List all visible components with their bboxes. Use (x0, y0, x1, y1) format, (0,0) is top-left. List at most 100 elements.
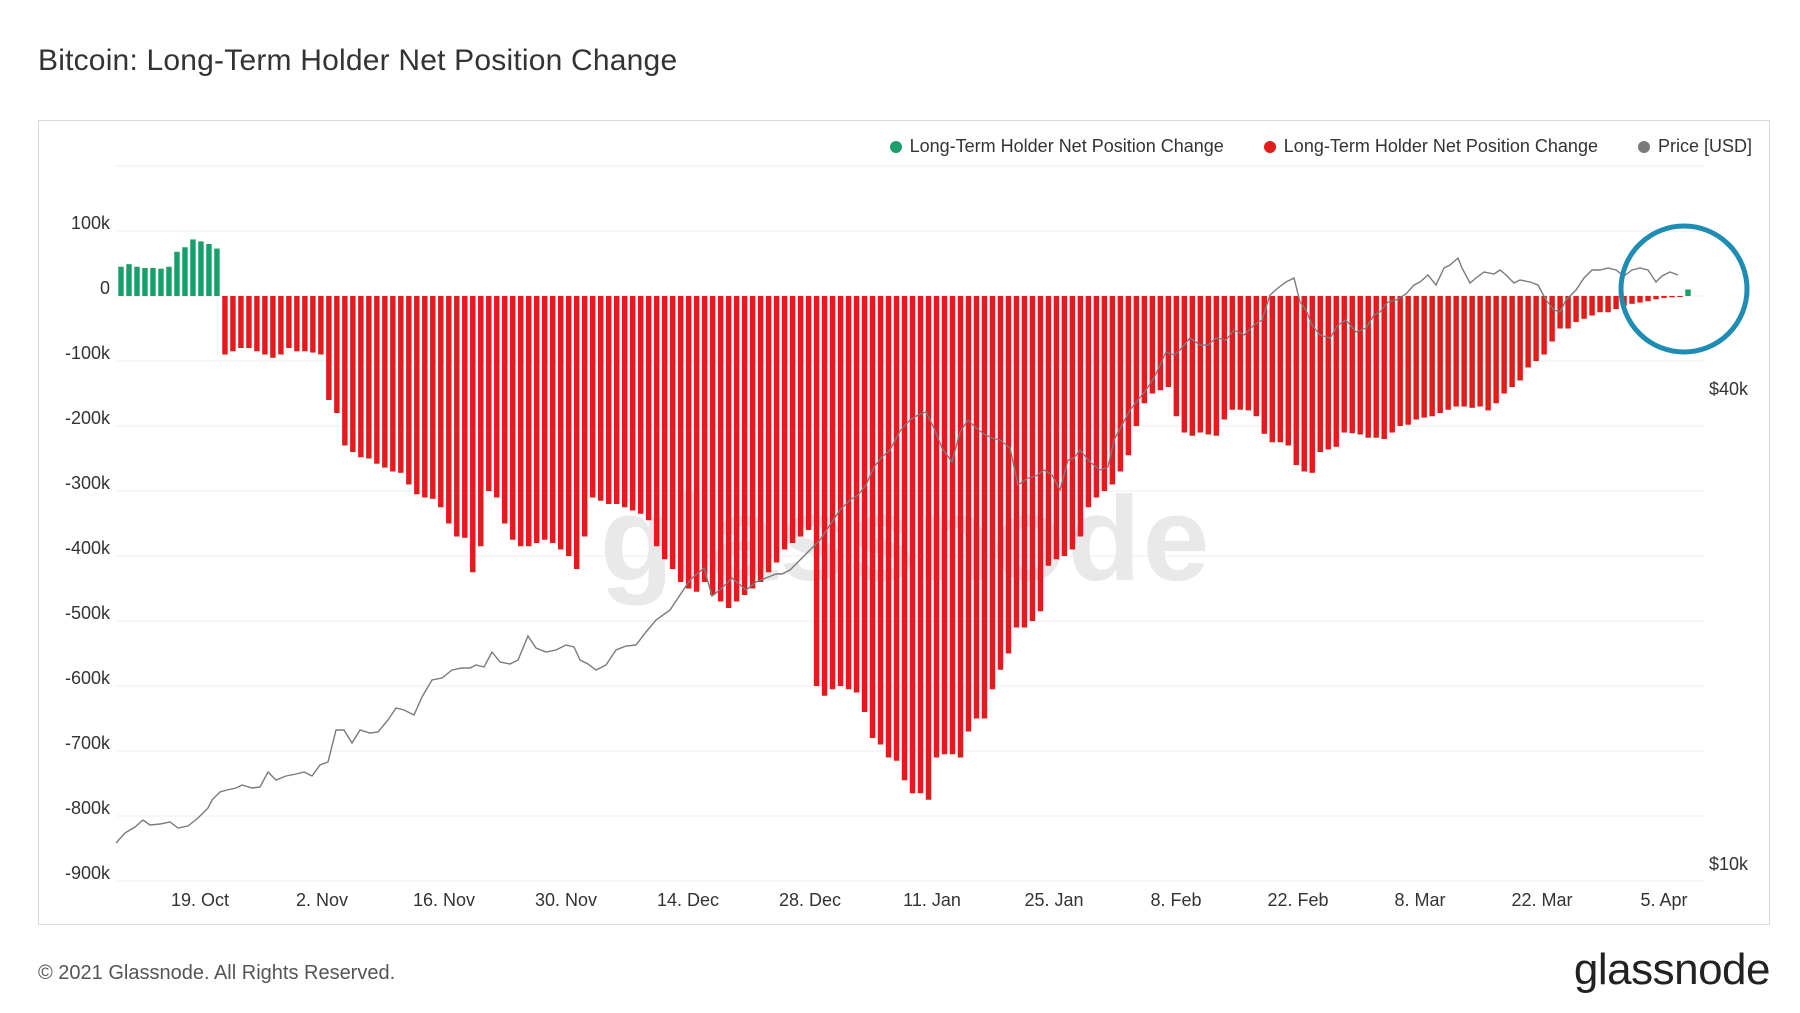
bar (254, 296, 260, 352)
bar (1021, 296, 1028, 628)
bar (989, 296, 996, 690)
bar (1189, 296, 1196, 436)
bar (1501, 296, 1507, 394)
bar (1445, 296, 1451, 410)
bar (414, 296, 420, 495)
bar (933, 296, 940, 758)
bar (749, 296, 756, 589)
bar (1165, 296, 1172, 387)
bar (1341, 296, 1347, 433)
bar (1437, 296, 1443, 413)
bar (1413, 296, 1419, 420)
y-right-tick-label: $40k (1709, 379, 1749, 399)
x-tick-label: 19. Oct (171, 890, 229, 910)
bar (1629, 296, 1635, 304)
bar (789, 296, 796, 543)
bar (853, 296, 860, 693)
y-axis-left: 100k 0 -100k -200k -300k -400k -500k -600k -700k… (65, 213, 111, 883)
bar (605, 296, 612, 504)
bar (398, 296, 404, 473)
brand-logo[interactable]: glassnode (1573, 945, 1771, 994)
bar (1005, 296, 1012, 654)
bar (1525, 296, 1531, 368)
bar (1469, 296, 1475, 408)
bar (1333, 296, 1339, 447)
bar (1277, 296, 1283, 443)
bar (1605, 296, 1611, 313)
bar (174, 251, 180, 296)
bar (717, 296, 724, 602)
x-tick-label: 28. Dec (779, 890, 841, 910)
legend-item-lth-positive[interactable]: Long-Term Holder Net Position Change (889, 136, 1224, 157)
bar (621, 296, 628, 508)
x-tick-label: 2. Nov (296, 890, 348, 910)
bar (238, 296, 244, 348)
bar (1405, 296, 1411, 425)
bar (502, 296, 508, 524)
bar (957, 296, 964, 758)
bar (1261, 296, 1267, 434)
bar (166, 266, 172, 296)
bar (1269, 296, 1275, 443)
bar (1205, 296, 1212, 435)
bar (1685, 289, 1691, 296)
bar (869, 296, 876, 738)
bar (845, 296, 852, 690)
bar (534, 296, 540, 543)
bar (278, 296, 284, 355)
x-tick-label: 8. Mar (1394, 890, 1445, 910)
bar (877, 296, 884, 745)
bar (158, 268, 164, 296)
bar (222, 296, 228, 355)
legend-dot-grey (1637, 140, 1650, 153)
legend-item-lth-negative[interactable]: Long-Term Holder Net Position Change (1263, 136, 1598, 157)
bar (1477, 296, 1483, 407)
bar (406, 296, 412, 485)
bar (358, 296, 364, 458)
bar (997, 296, 1004, 670)
bar (1109, 296, 1116, 485)
legend-dot-green (889, 140, 902, 153)
bar (1293, 296, 1299, 465)
bar (350, 296, 356, 452)
bar (1197, 296, 1204, 433)
y-tick-label: 0 (100, 278, 110, 298)
bar (1213, 296, 1220, 436)
bar (1461, 296, 1467, 407)
y-tick-label: -200k (65, 408, 111, 428)
bar (1565, 296, 1571, 329)
bar (382, 296, 388, 468)
bar (909, 296, 916, 794)
bar (1061, 296, 1068, 556)
bar (342, 296, 348, 446)
bar (821, 296, 828, 696)
bar (510, 296, 516, 540)
copyright-text: © 2021 Glassnode. All Rights Reserved. (38, 962, 396, 984)
bar (1085, 296, 1092, 508)
bar (1141, 296, 1148, 404)
bar (494, 296, 500, 498)
bar (741, 296, 748, 595)
bar (550, 296, 556, 543)
y-right-tick-label: $10k (1709, 854, 1749, 874)
bar (1221, 296, 1228, 420)
bar (198, 241, 204, 296)
bar (310, 296, 316, 353)
x-tick-label: 30. Nov (535, 890, 597, 910)
bar (733, 296, 740, 602)
bar (1013, 296, 1020, 628)
bar (286, 296, 292, 348)
bar (478, 296, 484, 547)
bar (1245, 296, 1251, 411)
legend-item-price[interactable]: Price [USD] (1637, 136, 1752, 157)
bar (1101, 296, 1108, 491)
bar (893, 296, 900, 761)
bar (837, 296, 844, 686)
bar (390, 296, 396, 472)
bar (1653, 296, 1659, 300)
bar (206, 244, 212, 296)
bar (518, 296, 524, 547)
bar (1253, 296, 1259, 417)
bar (230, 296, 236, 352)
bar (558, 296, 564, 550)
